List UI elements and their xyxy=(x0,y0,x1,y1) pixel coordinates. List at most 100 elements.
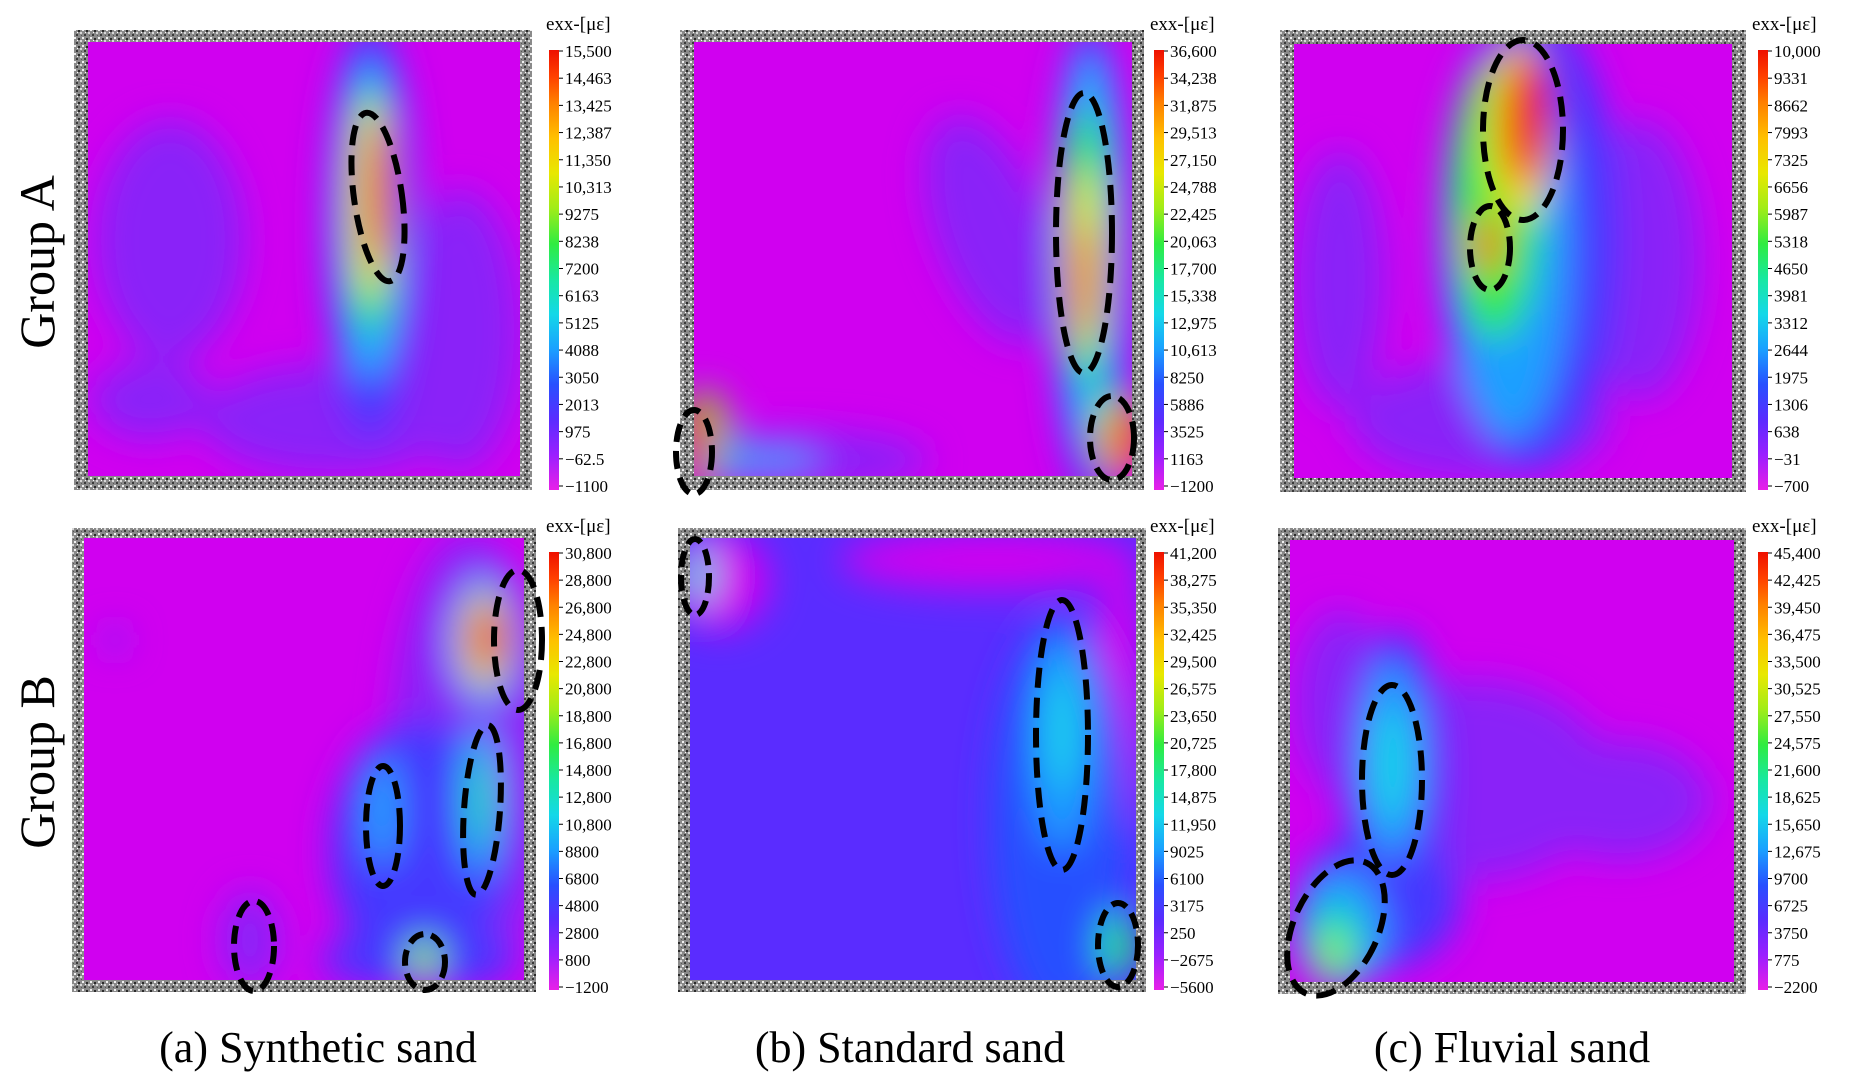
colorbar-tick-label: 9331 xyxy=(1774,69,1808,88)
colorbar-tick-label: 20,800 xyxy=(565,680,612,699)
highlight-ellipse xyxy=(363,763,403,889)
colorbar-tick-label: 4650 xyxy=(1774,260,1808,279)
highlight-ellipse xyxy=(1359,682,1425,878)
colorbar-tick-label: 9700 xyxy=(1774,870,1808,889)
colorbar-tick-label: 14,875 xyxy=(1170,788,1217,807)
colorbar-tick-label: 24,788 xyxy=(1170,178,1217,197)
contour-panel-c-group-a xyxy=(1280,30,1746,492)
colorbar-tick-label: 17,700 xyxy=(1170,260,1217,279)
contour-panel-b-group-a xyxy=(673,30,1144,497)
colorbar-title: exx-[με] xyxy=(1752,516,1817,537)
colorbar-tick-label: 8238 xyxy=(565,232,599,251)
colorbar-tick-label: 10,000 xyxy=(1774,42,1821,61)
colorbar-c-group-b: exx-[με] 45,400 42,425 39,450 36,475 33,500 3… xyxy=(1752,516,1821,997)
colorbar-tick-label: 7200 xyxy=(565,260,599,279)
colorbar-tick-label: 1975 xyxy=(1774,368,1808,387)
colorbar-tick-label: 775 xyxy=(1774,951,1800,970)
contour-panel-a-group-a xyxy=(74,30,532,490)
colorbar-tick-label: 10,613 xyxy=(1170,341,1217,360)
colorbar-tick-label: 20,725 xyxy=(1170,734,1217,753)
colorbar-tick-label: 11,950 xyxy=(1170,815,1216,834)
highlight-ellipse xyxy=(1480,37,1566,223)
colorbar-tick-label: 34,238 xyxy=(1170,69,1217,88)
colorbar-tick-label: 30,800 xyxy=(565,544,612,563)
colorbar-tick-label: −1200 xyxy=(1170,477,1214,496)
colorbar-tick-label: 1163 xyxy=(1170,450,1203,469)
colorbar-b-group-a: exx-[με] 36,600 34,238 31,875 29,513 27,150 2… xyxy=(1150,14,1217,496)
colorbar-tick-label: −1200 xyxy=(565,978,609,997)
colorbar-tick-label: 20,063 xyxy=(1170,232,1217,251)
colorbar-tick-label: 3175 xyxy=(1170,897,1204,916)
contour-panel-c-group-b xyxy=(1278,528,1746,999)
colorbar-a-group-a: exx-[με] 15,500 14,463 13,425 12,387 11,350 1… xyxy=(546,14,612,496)
colorbar-tick-label: 26,575 xyxy=(1170,680,1217,699)
colorbar-title: exx-[με] xyxy=(1150,14,1215,35)
colorbar-tick-label: 14,800 xyxy=(565,761,612,780)
colorbar-tick-label: 5318 xyxy=(1774,232,1808,251)
colorbar-tick-label: 18,625 xyxy=(1774,788,1821,807)
colorbar-tick-label: 3981 xyxy=(1774,287,1808,306)
colorbar-tick-label: 32,425 xyxy=(1170,625,1217,644)
colorbar-tick-label: 2800 xyxy=(565,924,599,943)
colorbar-tick-label: 2013 xyxy=(565,395,599,414)
caption-fluvial-sand: (c) Fluvial sand xyxy=(1374,1023,1650,1072)
colorbar-tick-label: 38,275 xyxy=(1170,571,1217,590)
highlight-ellipse xyxy=(402,931,448,993)
colorbar-tick-label: 3525 xyxy=(1170,423,1204,442)
highlight-ellipse xyxy=(1033,597,1091,873)
colorbar-tick-label: 3312 xyxy=(1774,314,1808,333)
colorbar-tick-label: 39,450 xyxy=(1774,598,1821,617)
colorbar-tick-label: 30,525 xyxy=(1774,680,1821,699)
colorbar-tick-label: 638 xyxy=(1774,423,1800,442)
colorbar-tick-label: 35,350 xyxy=(1170,598,1217,617)
colorbar-tick-label: 7993 xyxy=(1774,124,1808,143)
colorbar-tick-label: 6163 xyxy=(565,287,599,306)
colorbar-tick-label: 6100 xyxy=(1170,870,1204,889)
colorbar-tick-label: 36,600 xyxy=(1170,42,1217,61)
colorbar-tick-label: 3750 xyxy=(1774,924,1808,943)
colorbar-a-group-b: exx-[με] 30,800 28,800 26,800 24,800 22,800 2… xyxy=(546,516,612,997)
contour-panel-b-group-b xyxy=(678,528,1146,992)
colorbar-tick-label: 14,463 xyxy=(565,69,612,88)
colorbar-title: exx-[με] xyxy=(1752,14,1817,35)
colorbar-tick-label: 15,338 xyxy=(1170,287,1217,306)
colorbar-tick-label: 8662 xyxy=(1774,96,1808,115)
highlight-ellipse xyxy=(1095,900,1141,990)
colorbar-tick-label: 800 xyxy=(565,951,591,970)
colorbar-tick-label: 8800 xyxy=(565,842,599,861)
colorbar-tick-label: 22,800 xyxy=(565,653,612,672)
colorbar-tick-label: −700 xyxy=(1774,477,1809,496)
highlight-ellipse xyxy=(231,898,277,994)
colorbar-tick-label: 29,513 xyxy=(1170,124,1217,143)
highlight-ellipse xyxy=(673,407,715,497)
colorbar-tick-label: 11,350 xyxy=(565,151,611,170)
colorbar-tick-label: 21,600 xyxy=(1774,761,1821,780)
colorbar-tick-label: −62.5 xyxy=(565,450,604,469)
colorbar-tick-label: 12,975 xyxy=(1170,314,1217,333)
colorbar-tick-label: 7325 xyxy=(1774,151,1808,170)
colorbar-tick-label: 10,800 xyxy=(565,815,612,834)
highlight-ellipse xyxy=(678,536,712,618)
colorbar-tick-label: 29,500 xyxy=(1170,653,1217,672)
colorbar-tick-label: −31 xyxy=(1774,450,1801,469)
colorbar-tick-label: 12,387 xyxy=(565,124,612,143)
colorbar-tick-label: 27,550 xyxy=(1774,707,1821,726)
colorbar-tick-label: 4088 xyxy=(565,341,599,360)
colorbar-tick-label: 27,150 xyxy=(1170,151,1217,170)
colorbar-title: exx-[με] xyxy=(546,14,611,35)
colorbar-tick-label: 24,575 xyxy=(1774,734,1821,753)
colorbar-tick-label: 9025 xyxy=(1170,842,1204,861)
highlight-ellipse xyxy=(348,109,408,285)
colorbar-tick-label: 6800 xyxy=(565,870,599,889)
colorbar-tick-label: 45,400 xyxy=(1774,544,1821,563)
colorbar-tick-label: −1100 xyxy=(565,477,608,496)
colorbar-tick-label: 6656 xyxy=(1774,178,1808,197)
colorbar-tick-label: 10,313 xyxy=(565,178,612,197)
caption-synthetic-sand: (a) Synthetic sand xyxy=(159,1023,477,1072)
colorbar-tick-label: 28,800 xyxy=(565,571,612,590)
colorbar-tick-label: 5886 xyxy=(1170,395,1204,414)
highlight-ellipse xyxy=(460,722,504,898)
colorbar-tick-label: 23,650 xyxy=(1170,707,1217,726)
colorbar-tick-label: 8250 xyxy=(1170,368,1204,387)
